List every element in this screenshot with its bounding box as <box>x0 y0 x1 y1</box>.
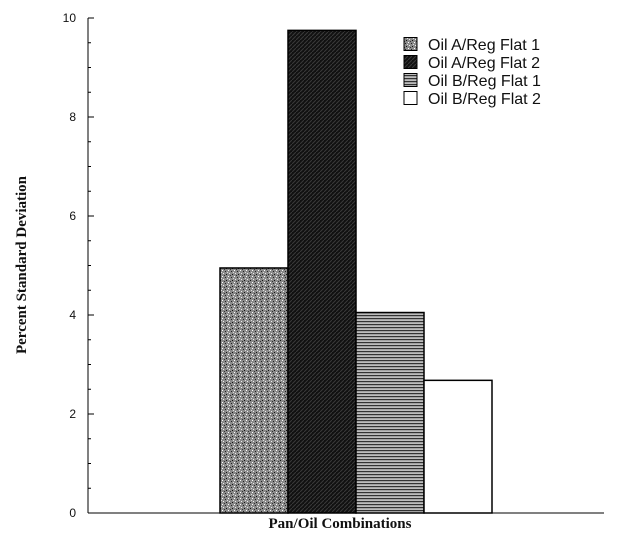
y-tick-label: 10 <box>63 11 77 25</box>
y-tick-label: 8 <box>69 110 76 124</box>
legend-label: Oil B/Reg Flat 1 <box>428 73 541 90</box>
y-tick-label: 4 <box>69 308 76 322</box>
bar-2 <box>287 29 357 514</box>
y-axis-title: Percent Standard Deviation <box>14 175 30 354</box>
bar-4 <box>423 379 493 514</box>
legend-swatch <box>403 73 418 87</box>
legend-label: Oil B/Reg Flat 2 <box>428 91 541 108</box>
x-axis-title: Pan/Oil Combinations <box>269 516 412 532</box>
y-tick-label: 6 <box>69 209 76 223</box>
legend-swatch <box>403 37 418 51</box>
legend-swatch <box>403 55 418 69</box>
bar-1 <box>219 267 289 514</box>
y-tick-label: 0 <box>69 506 76 520</box>
legend-swatch <box>403 91 418 105</box>
y-tick-label: 2 <box>69 407 76 421</box>
legend-label: Oil A/Reg Flat 2 <box>428 55 540 72</box>
legend-label: Oil A/Reg Flat 1 <box>428 37 540 54</box>
bar-3 <box>355 311 425 514</box>
